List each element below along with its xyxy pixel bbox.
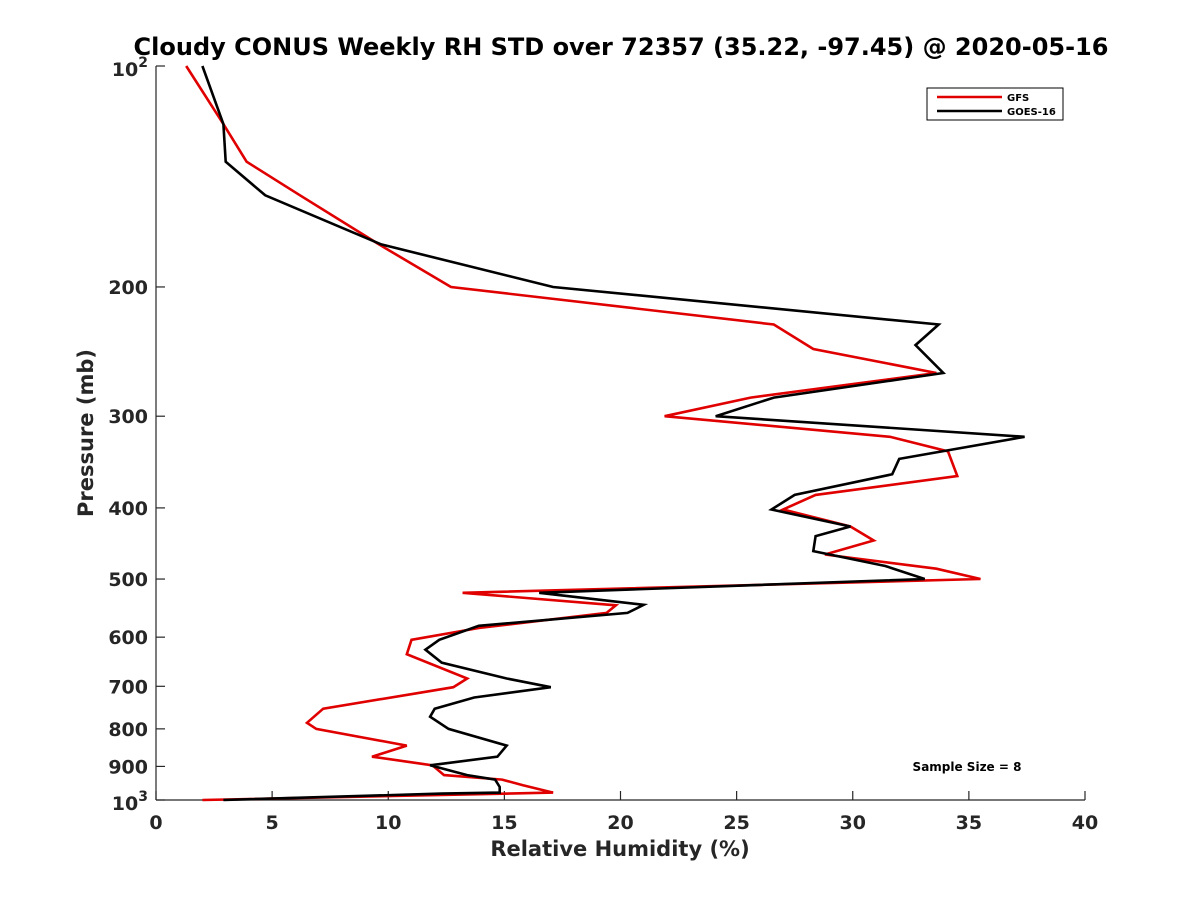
legend-label-gfs: GFS [1007, 93, 1029, 104]
sample-size-annotation: Sample Size = 8 [913, 760, 1022, 774]
y-axis-label: Pressure (mb) [74, 349, 98, 517]
series-lines [185, 65, 1025, 802]
y-tick-label: 300 [108, 406, 148, 428]
y-tick-label: 600 [108, 627, 148, 649]
plot-frame [156, 66, 1085, 800]
y-limit-top-base: 10 [112, 59, 138, 81]
x-tick-label: 5 [266, 812, 279, 834]
chart-title: Cloudy CONUS Weekly RH STD over 72357 (3… [134, 33, 1109, 61]
x-tick-label: 15 [491, 812, 517, 834]
y-tick-label: 200 [108, 277, 148, 299]
y-tick-label: 800 [108, 719, 148, 741]
x-tick-label: 25 [723, 812, 749, 834]
y-tick-label: 500 [108, 569, 148, 591]
y-limit-label-bottom: 103 [112, 789, 148, 815]
x-axis-label: Relative Humidity (%) [490, 837, 749, 861]
legend: GFS GOES-16 [926, 87, 1064, 121]
legend-label-goes16: GOES-16 [1007, 107, 1056, 118]
y-limit-bottom-exp: 3 [138, 789, 148, 805]
plot-area [155, 66, 1085, 801]
y-ticks: 200 300 400 500 600 700 800 900 [108, 65, 165, 801]
y-limit-top-exp: 2 [138, 55, 148, 71]
x-tick-label: 35 [956, 812, 982, 834]
x-tick-label: 30 [840, 812, 866, 834]
y-tick-label: 900 [108, 756, 148, 778]
legend-box [926, 87, 1064, 121]
x-tick-label: 10 [375, 812, 401, 834]
y-tick-label: 700 [108, 676, 148, 698]
y-limit-label-top: 102 [112, 55, 148, 81]
x-tick-label: 40 [1072, 812, 1098, 834]
series-line-gfs [185, 65, 981, 802]
x-tick-label: 20 [607, 812, 633, 834]
x-tick-label: 0 [149, 812, 162, 834]
y-limit-bottom-base: 10 [112, 793, 138, 815]
x-ticks: 0 5 10 15 20 25 30 35 40 [149, 791, 1098, 834]
series-line-goes16 [201, 65, 1025, 802]
y-tick-label: 400 [108, 498, 148, 520]
